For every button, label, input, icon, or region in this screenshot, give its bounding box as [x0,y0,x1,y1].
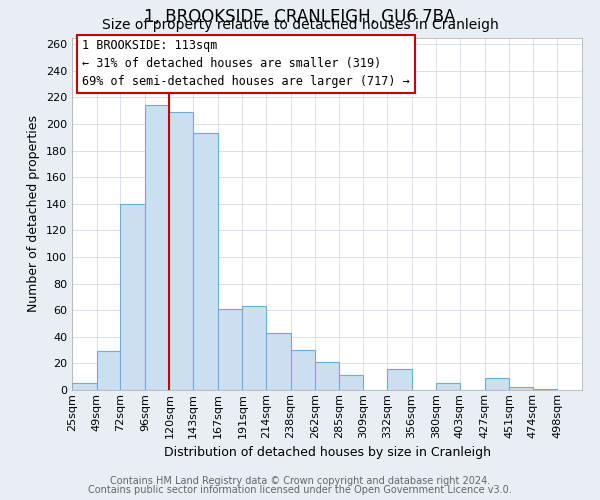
Text: Contains HM Land Registry data © Crown copyright and database right 2024.: Contains HM Land Registry data © Crown c… [110,476,490,486]
Text: Size of property relative to detached houses in Cranleigh: Size of property relative to detached ho… [101,18,499,32]
Bar [218,309,242,390]
Bar [387,368,412,390]
Bar [533,388,557,390]
Bar [436,384,460,390]
Bar [145,106,169,390]
Bar [485,378,509,390]
Bar [169,112,193,390]
Bar [72,384,97,390]
Bar [242,306,266,390]
Bar [339,376,364,390]
Y-axis label: Number of detached properties: Number of detached properties [28,116,40,312]
Bar [509,388,533,390]
Text: Contains public sector information licensed under the Open Government Licence v3: Contains public sector information licen… [88,485,512,495]
Text: 1, BROOKSIDE, CRANLEIGH, GU6 7BA: 1, BROOKSIDE, CRANLEIGH, GU6 7BA [145,8,455,26]
Bar [193,134,218,390]
Bar [266,333,290,390]
Bar [315,362,339,390]
X-axis label: Distribution of detached houses by size in Cranleigh: Distribution of detached houses by size … [163,446,491,459]
Text: 1 BROOKSIDE: 113sqm
← 31% of detached houses are smaller (319)
69% of semi-detac: 1 BROOKSIDE: 113sqm ← 31% of detached ho… [82,40,410,88]
Bar [97,352,120,390]
Bar [120,204,145,390]
Bar [290,350,315,390]
